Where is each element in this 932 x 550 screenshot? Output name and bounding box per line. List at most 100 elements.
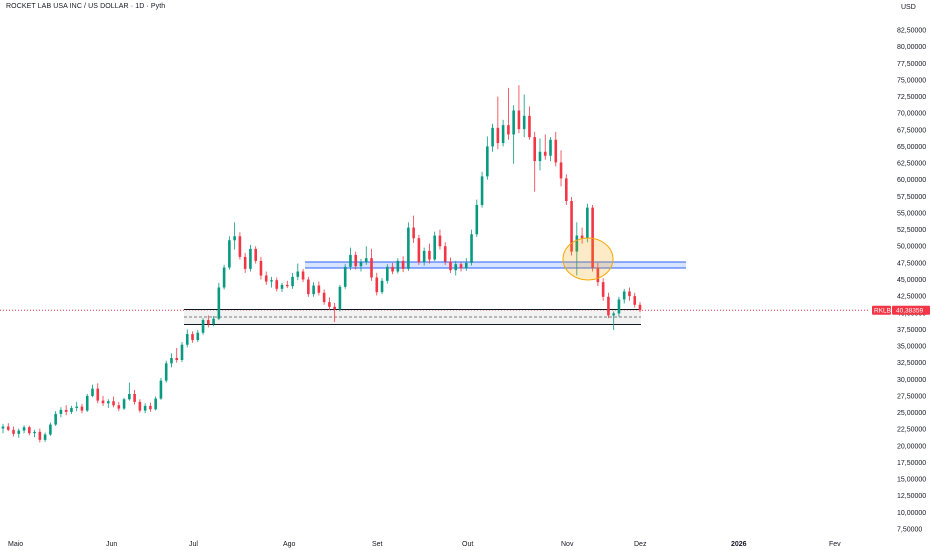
y-tick-label: 15,00000 (897, 477, 926, 484)
candle (243, 252, 247, 273)
candle-body (338, 286, 342, 310)
candle-body (138, 401, 142, 411)
candle (517, 85, 521, 134)
candle (428, 243, 431, 264)
y-tick-label: 55,00000 (897, 210, 926, 217)
candle-body (291, 276, 294, 287)
candle (212, 316, 215, 327)
candle-body (333, 306, 336, 310)
candle (507, 87, 510, 140)
candle (175, 348, 179, 363)
candle-body (591, 207, 594, 268)
symbol-tag-bg (872, 305, 891, 315)
y-tick-label: 42,50000 (897, 294, 926, 301)
candle (238, 232, 242, 260)
candle-body (412, 227, 415, 239)
candle (512, 105, 515, 164)
candle (580, 227, 584, 244)
y-tick-label: 57,50000 (897, 194, 926, 201)
candle (543, 134, 547, 160)
candle-body (312, 285, 315, 295)
candle (149, 402, 152, 412)
candle-body (238, 236, 242, 257)
candle (607, 292, 610, 319)
candle-body (101, 400, 105, 404)
y-tick-label: 20,00000 (897, 443, 926, 450)
candle (133, 389, 136, 405)
candle-body (259, 260, 263, 276)
currency-label[interactable]: USD (901, 4, 916, 11)
y-tick-label: 27,50000 (897, 393, 926, 400)
y-tick-label: 35,00000 (897, 344, 926, 351)
candle (191, 331, 194, 343)
x-tick-label: Dez (634, 541, 647, 548)
candle (6, 423, 10, 432)
x-tick-label: Fev (829, 541, 841, 548)
candle (596, 262, 600, 287)
x-tick-label: Ago (283, 541, 296, 548)
candle-body (149, 405, 152, 410)
candle-body (75, 406, 79, 408)
candle (222, 264, 226, 290)
candle-body (43, 434, 47, 440)
candle (617, 296, 621, 317)
candle (522, 94, 526, 138)
candle (1, 423, 5, 434)
x-tick-label: Out (462, 541, 473, 548)
candle (633, 292, 637, 308)
candle (570, 196, 573, 256)
candle (464, 258, 468, 271)
candle (380, 278, 384, 295)
candle (538, 138, 542, 171)
candle (138, 399, 142, 413)
price-axis[interactable]: 82,50000 80,00000 77,50000 75,00000 72,50000… (897, 28, 926, 534)
candle-body (322, 292, 326, 303)
candle (249, 244, 252, 272)
candle (417, 234, 421, 265)
highlight-ellipse[interactable] (562, 237, 614, 281)
x-tick-label: Jun (106, 541, 117, 548)
candle (475, 199, 479, 237)
candle (33, 429, 36, 438)
candle-body (164, 363, 168, 381)
time-axis[interactable]: Maio Jun Jul Ago Set Out Nov Dez 2026 Fev (8, 541, 841, 548)
candle-body (596, 267, 600, 283)
candle (359, 258, 363, 272)
candle-body (64, 409, 68, 412)
candle (443, 242, 447, 265)
candle-body (575, 235, 579, 252)
y-tick-label: 70,00000 (897, 111, 926, 118)
candle (201, 318, 205, 335)
candle (275, 277, 279, 292)
candle (80, 403, 84, 414)
candle-body (91, 388, 94, 396)
x-tick-label: Set (372, 541, 383, 548)
support-zone[interactable] (184, 309, 641, 325)
candle (501, 119, 505, 147)
candle-body (80, 406, 84, 411)
candle-body (380, 280, 384, 293)
candle-body (559, 162, 563, 179)
candle (291, 272, 294, 289)
y-tick-label: 45,00000 (897, 277, 926, 284)
candle (407, 222, 410, 271)
candle-body (249, 248, 252, 269)
candle-body (422, 250, 426, 263)
resistance-zone[interactable] (305, 262, 686, 268)
candle (143, 403, 147, 414)
candle-body (117, 405, 121, 409)
y-tick-label: 77,50000 (897, 61, 926, 68)
candle (554, 131, 558, 167)
y-tick-label: 7,50000 (897, 527, 922, 534)
candle-body (543, 151, 547, 156)
candle-body (307, 279, 310, 295)
candle-body (196, 332, 200, 341)
y-tick-label: 82,50000 (897, 28, 926, 35)
candle-body (59, 409, 63, 414)
candle (70, 405, 73, 414)
candle (322, 289, 326, 305)
y-tick-label: 32,50000 (897, 360, 926, 367)
candle-body (628, 291, 631, 297)
candle (64, 405, 68, 416)
